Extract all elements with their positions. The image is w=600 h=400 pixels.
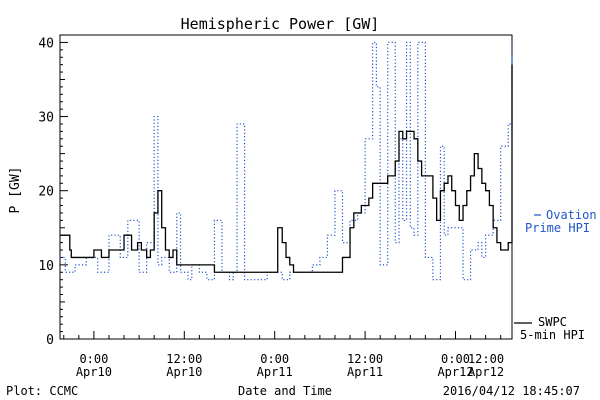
x-tick-date-label: Apr11 (257, 365, 293, 379)
y-tick-label: 0 (46, 333, 54, 348)
x-axis: 0:00Apr1012:00Apr100:00Apr1112:00Apr110:… (63, 331, 504, 379)
x-tick-time-label: 0:00 (441, 352, 470, 366)
x-tick-date-label: Apr11 (347, 365, 383, 379)
x-tick-date-label: Apr12 (437, 365, 473, 379)
legend-swpc-label-2: 5-min HPI (520, 328, 585, 342)
legend-swpc: SWPC 5-min HPI (514, 315, 585, 342)
y-axis-label: P [GW] (8, 167, 23, 214)
legend-swpc-label-1: SWPC (538, 315, 567, 329)
x-tick-time-label: 0:00 (260, 352, 289, 366)
x-tick-time-label: 0:00 (79, 352, 108, 366)
x-tick-time-label: 12:00 (468, 352, 504, 366)
y-axis: 0 10 20 30 40 (38, 36, 68, 348)
footer-timestamp: 2016/04/12 18:45:07 (443, 384, 580, 398)
x-axis-label: Date and Time (238, 384, 332, 398)
x-tick-date-label: Apr10 (76, 365, 112, 379)
legend-ovation-label-1: Ovation (546, 208, 597, 222)
x-tick-time-label: 12:00 (347, 352, 383, 366)
x-tick-date-label: Apr12 (468, 365, 504, 379)
y-tick-label: 20 (38, 185, 54, 200)
y-tick-label: 10 (38, 259, 54, 274)
series-swpc-5min-hpi (60, 64, 513, 273)
legend-ovation-label-2: Prime HPI (525, 221, 590, 235)
x-tick-date-label: Apr10 (166, 365, 202, 379)
y-tick-label: 40 (38, 36, 54, 51)
legend-ovation: Ovation Prime HPI (525, 208, 597, 235)
footer-plot-credit: Plot: CCMC (6, 384, 78, 398)
chart-title: Hemispheric Power [GW] (181, 15, 380, 33)
series-ovation-prime-hpi (60, 41, 513, 281)
y-tick-label: 30 (38, 111, 54, 126)
x-tick-time-label: 12:00 (166, 352, 202, 366)
